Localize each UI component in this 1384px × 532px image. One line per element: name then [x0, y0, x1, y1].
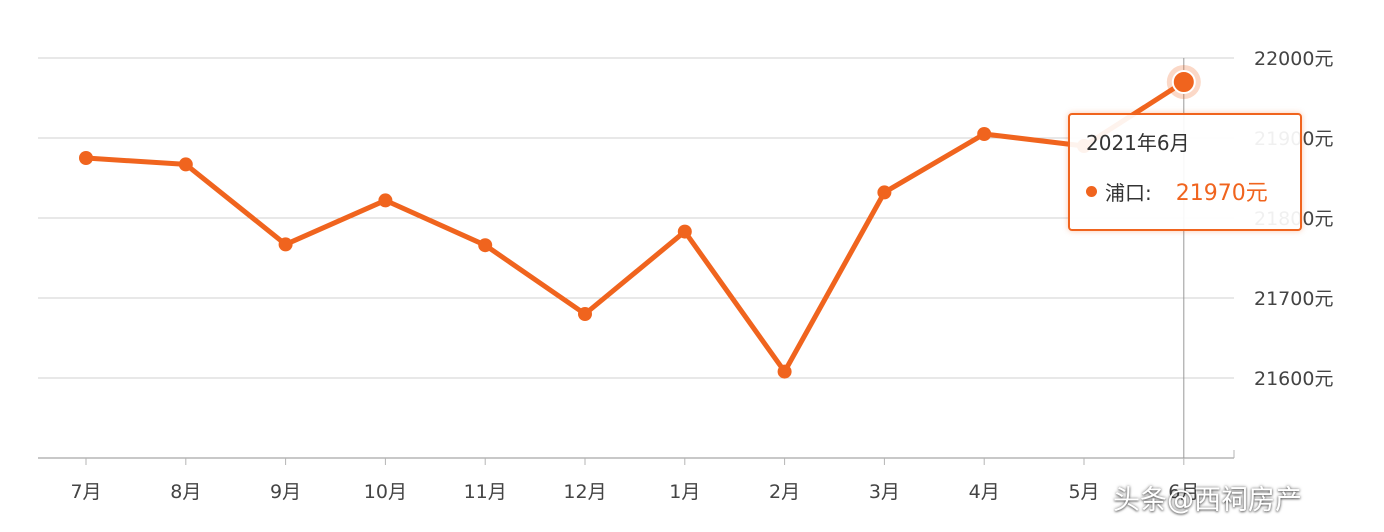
- x-tick-label: 12月: [563, 481, 606, 503]
- x-tick-label: 7月: [70, 481, 101, 503]
- x-tick-label: 5月: [1068, 481, 1099, 503]
- data-point[interactable]: [677, 224, 692, 239]
- x-tick-label: 2月: [769, 481, 800, 503]
- x-tick-label: 10月: [364, 481, 407, 503]
- tooltip-title: 2021年6月: [1086, 131, 1190, 155]
- data-point[interactable]: [478, 238, 493, 253]
- series-puko: [79, 65, 1201, 379]
- data-point-highlighted[interactable]: [1171, 70, 1196, 94]
- data-point[interactable]: [877, 185, 892, 200]
- data-point[interactable]: [178, 157, 193, 172]
- x-tick-label: 8月: [170, 481, 201, 503]
- y-tick-label: 21700元: [1254, 288, 1333, 310]
- x-tick-label: 11月: [464, 481, 507, 503]
- data-point[interactable]: [378, 193, 393, 208]
- series-dot-icon: [1086, 185, 1097, 197]
- x-axis-ticks: 7月 8月 9月 10月 11月 12月 1月 2月 3月 4月 5月 6月: [70, 458, 1199, 503]
- tooltip: 2021年6月 浦口: 21970元: [1068, 113, 1302, 231]
- tooltip-value: 21970元: [1175, 181, 1268, 206]
- tooltip-row: 浦口: 21970元: [1086, 175, 1300, 207]
- x-tick-label: 9月: [270, 481, 301, 503]
- data-point[interactable]: [278, 237, 293, 252]
- series-line: [83, 79, 1187, 375]
- grid-lines: [38, 57, 1234, 379]
- x-tick-label: 6月: [1168, 481, 1199, 503]
- y-tick-label: 22000元: [1254, 48, 1333, 70]
- tooltip-series-label: 浦口:: [1105, 180, 1152, 205]
- x-tick-label: 1月: [669, 481, 700, 503]
- y-tick-label: 21600元: [1254, 368, 1333, 390]
- data-point[interactable]: [777, 364, 792, 379]
- x-tick-label: 3月: [869, 481, 900, 503]
- data-point[interactable]: [578, 307, 592, 321]
- data-point[interactable]: [977, 127, 992, 141]
- x-tick-label: 4月: [969, 481, 1000, 503]
- watermark: 头条@西祠房产: [1113, 485, 1302, 516]
- axes: [38, 58, 1235, 459]
- data-point[interactable]: [79, 151, 93, 165]
